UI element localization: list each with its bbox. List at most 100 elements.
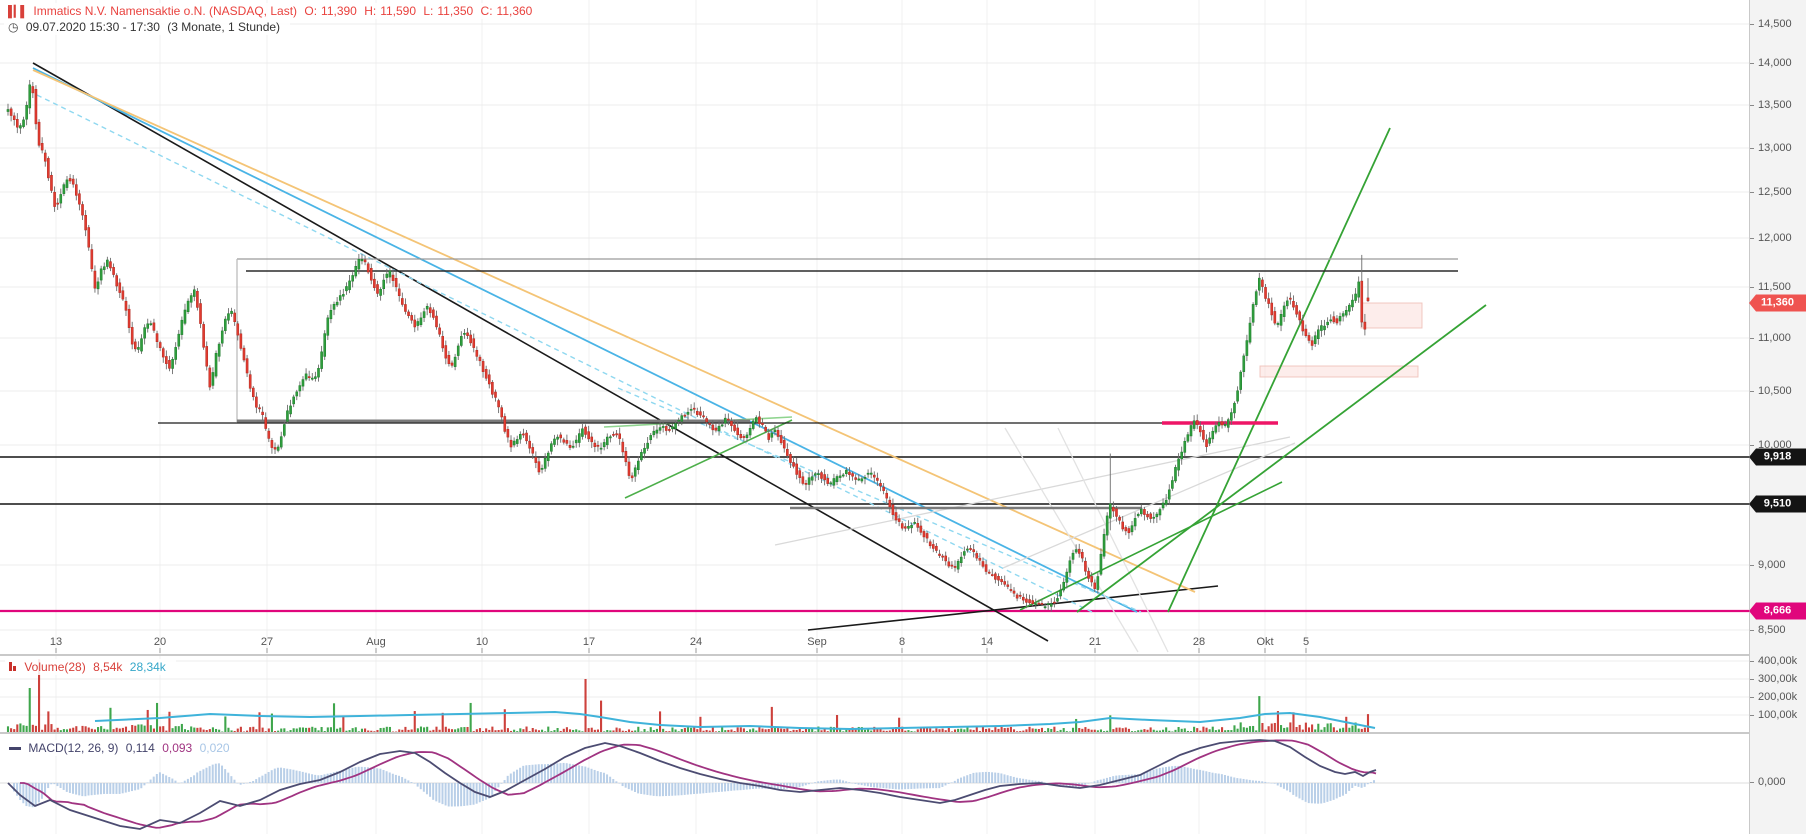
volume-bar [1093, 729, 1096, 733]
price-axis-label: 10,500 [1758, 385, 1792, 397]
volume-bar [370, 730, 373, 733]
macd-histogram-bar [335, 771, 338, 783]
candle [1217, 422, 1221, 427]
candle [832, 478, 836, 486]
target-zone-box[interactable] [1259, 365, 1419, 378]
candle [671, 426, 674, 430]
target-zone-box[interactable] [1360, 302, 1423, 329]
macd-main-line[interactable] [7, 739, 1377, 830]
macd-plot-area[interactable] [0, 733, 1750, 834]
candle [1009, 589, 1013, 591]
volume-bar [1028, 726, 1031, 733]
axis-tick [1750, 148, 1754, 149]
candle [106, 259, 109, 267]
volume-plot-area[interactable] [0, 655, 1750, 733]
macd-histogram-bar [913, 783, 916, 789]
macd-histogram-bar [1006, 775, 1009, 783]
macd-histogram-bar [416, 783, 419, 787]
macd-histogram-bar [373, 767, 376, 783]
candle [466, 332, 469, 336]
trendline[interactable] [807, 585, 1219, 631]
trendline[interactable] [624, 419, 793, 499]
macd-histogram-bar [183, 780, 186, 783]
macd-histogram-bar [1174, 765, 1177, 783]
macd-histogram-bar [413, 783, 416, 784]
macd-histogram-bar [50, 783, 53, 785]
macd-panel[interactable] [0, 733, 1750, 834]
candle [947, 561, 951, 567]
candle [1223, 423, 1227, 426]
trendline[interactable] [32, 67, 1138, 613]
macd-histogram-bar [140, 783, 143, 789]
price-axis[interactable]: 14,500 14,000 13,500 13,000 12,500 12,000 11,5… [1749, 0, 1806, 834]
trendline[interactable] [1076, 304, 1487, 613]
candle [500, 407, 503, 418]
trendline[interactable] [1167, 127, 1391, 613]
macd-histogram-bar [522, 765, 525, 783]
volume-indicator-legend[interactable]: Volume(28) 8,54k 28,34k [5, 659, 176, 675]
price-axis-label: 14,000 [1758, 57, 1792, 69]
macd-histogram-bar [124, 783, 127, 793]
panel-resize-handle-macd[interactable] [0, 732, 1750, 734]
candle [810, 476, 814, 481]
trendline[interactable] [1004, 427, 1139, 653]
volume-bar [1348, 727, 1351, 733]
volume-bar [497, 730, 500, 733]
candle [515, 439, 519, 444]
volume-ma-line[interactable] [94, 710, 1376, 731]
trendline[interactable] [36, 94, 1093, 613]
macd-histogram-bar [245, 782, 248, 784]
macd-histogram-bar [1196, 769, 1199, 783]
volume-bar [1273, 722, 1276, 733]
instrument-legend[interactable]: ▌▎▌ Immatics N.V. Namensaktie o.N. (NASD… [4, 3, 543, 19]
macd-histogram-bar [382, 769, 385, 783]
timerange-legend[interactable]: ◷ 09.07.2020 15:30 - 17:30 (3 Monate, 1 … [4, 19, 291, 35]
candle [484, 369, 488, 379]
volume-bar [770, 706, 773, 733]
macd-histogram-bar [1348, 783, 1351, 791]
macd-histogram-bar [776, 783, 779, 790]
trendline[interactable] [774, 436, 1291, 546]
trendline[interactable] [1057, 427, 1169, 653]
main-price-panel[interactable] [0, 0, 1750, 655]
volume-bar [1009, 726, 1012, 733]
candle [19, 125, 22, 129]
macd-histogram-bar [317, 775, 320, 783]
candle [928, 541, 932, 547]
macd-histogram-bar [295, 770, 298, 783]
macd-histogram-bar [180, 782, 183, 783]
macd-histogram-bar [22, 783, 25, 804]
macd-histogram-bar [649, 783, 652, 796]
price-plot-area[interactable] [0, 0, 1750, 655]
candle [578, 433, 581, 443]
volume-bar [1090, 729, 1093, 733]
macd-histogram-bar [733, 783, 736, 791]
macd-histogram-bar [1015, 777, 1018, 783]
macd-histogram-bar [109, 783, 112, 794]
candle [314, 376, 317, 379]
panel-resize-handle-volume[interactable] [0, 654, 1750, 656]
trendline[interactable] [32, 69, 1196, 593]
volume-bar [804, 727, 808, 733]
volume-bar [1025, 729, 1028, 733]
trendline[interactable] [617, 387, 1142, 613]
volume-bar [475, 729, 478, 733]
candle [1053, 601, 1056, 604]
candle [1105, 515, 1109, 536]
macd-indicator-legend[interactable]: MACD(12, 26, 9) 0,114 0,093 0,020 [5, 740, 240, 756]
macd-histogram-bar [221, 765, 224, 783]
volume-bar [820, 730, 823, 733]
candle [1236, 390, 1239, 402]
candle [1056, 598, 1059, 602]
candle [786, 448, 789, 456]
trendline[interactable] [1002, 442, 1296, 569]
candle [643, 447, 646, 454]
macd-histogram-bar [528, 765, 531, 783]
candle [1133, 518, 1137, 527]
volume-panel[interactable] [0, 655, 1750, 733]
candle [75, 184, 78, 196]
trendline[interactable] [32, 62, 1049, 642]
macd-histogram-bar [618, 783, 621, 784]
candle [860, 478, 864, 482]
high-value: 11,590 [380, 4, 417, 18]
